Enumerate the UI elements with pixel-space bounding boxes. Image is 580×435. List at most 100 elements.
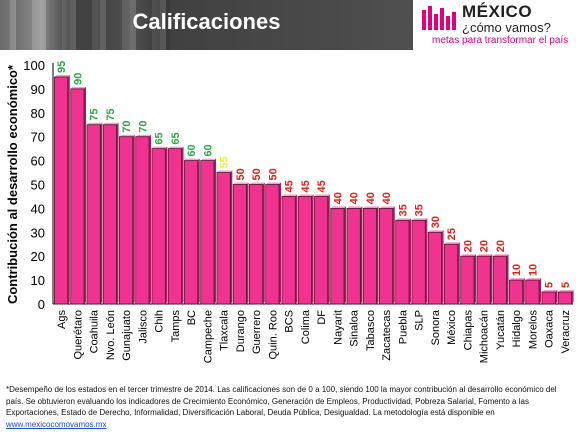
- x-tick-label: SLP: [414, 310, 426, 331]
- bar-side: [441, 230, 444, 304]
- bar: [249, 184, 264, 305]
- bar-top: [168, 146, 184, 149]
- bar-value-label: 55: [219, 156, 231, 168]
- bar-top: [363, 206, 379, 209]
- bar: [379, 207, 394, 305]
- bar-value-label: 45: [300, 180, 312, 192]
- bar-side: [262, 182, 265, 304]
- bar-value-label: 10: [511, 264, 523, 276]
- bar-side: [425, 218, 428, 304]
- bar-side: [84, 86, 87, 305]
- bar-top: [233, 182, 249, 185]
- x-tick-label: Zacatecas: [381, 310, 393, 361]
- bar-top: [54, 74, 70, 77]
- bar: [135, 136, 150, 305]
- footnote-text: *Desempeño de los estados en el tercer t…: [6, 385, 557, 417]
- x-tick-label: Querétaro: [72, 310, 84, 360]
- bar-value-label: 50: [251, 168, 263, 180]
- bar-top: [200, 158, 217, 161]
- bar-top: [493, 254, 509, 257]
- bar-top: [330, 206, 347, 209]
- x-tick-label: Hidalgo: [511, 310, 523, 347]
- bar: [427, 231, 442, 305]
- y-tick-label: 80: [31, 106, 45, 121]
- bar-side: [116, 122, 119, 304]
- bar: [232, 184, 247, 305]
- methodology-link[interactable]: www.mexicocomovamos.mx: [6, 419, 107, 429]
- x-tick-label: DF: [316, 310, 328, 325]
- bar: [184, 160, 199, 305]
- bar-value-label: 75: [89, 109, 101, 121]
- bar: [86, 124, 101, 305]
- bar-side: [409, 218, 412, 304]
- bar-side: [67, 74, 70, 304]
- bar-top: [265, 182, 282, 185]
- bar: [362, 207, 377, 305]
- bar-side: [457, 242, 460, 304]
- x-tick-label: México: [446, 310, 458, 345]
- x-tick-label: Chih: [154, 310, 166, 333]
- bar-side: [571, 290, 574, 304]
- bar: [330, 207, 345, 305]
- bar-top: [281, 194, 298, 197]
- ratings-bar-chart: Contribución al desarrollo económico* 0 10…: [5, 58, 574, 363]
- bar-top: [541, 290, 558, 293]
- x-tick-label: Sinaloa: [349, 309, 361, 347]
- x-tick-label: Sonora: [430, 309, 442, 345]
- x-tick-label: Coahuila: [89, 309, 101, 353]
- bar-side: [539, 278, 542, 304]
- x-tick-label: Morelos: [527, 310, 539, 350]
- y-axis-label: Contribución al desarrollo económico*: [5, 64, 20, 304]
- footnote: *Desempeño de los estados en el tercer t…: [6, 384, 576, 430]
- bar-top: [509, 278, 525, 281]
- bar-value-label: 95: [56, 61, 68, 73]
- bar-top: [428, 230, 444, 233]
- bar-side: [506, 254, 509, 304]
- x-tick-label: BC: [186, 310, 198, 325]
- bar: [411, 219, 426, 305]
- bar-top: [379, 206, 395, 209]
- bar-value-label: 40: [381, 192, 393, 204]
- bar-top: [70, 86, 87, 89]
- bar-side: [197, 158, 200, 304]
- x-tick-label: Tabasco: [365, 310, 377, 351]
- bar-side: [311, 194, 314, 304]
- bar-value-label: 50: [235, 168, 247, 180]
- x-tick-label: Nayarit: [332, 310, 344, 345]
- bar: [167, 148, 182, 305]
- x-tick-label: Nvo. León: [105, 310, 117, 360]
- bar: [541, 291, 556, 305]
- bar-side: [295, 194, 298, 304]
- y-tick-label: 20: [31, 249, 45, 264]
- y-tick-label: 10: [31, 273, 45, 288]
- bar-value-label: 20: [462, 240, 474, 252]
- bar-side: [214, 158, 217, 304]
- bar: [460, 255, 475, 305]
- x-tick-label: Oaxaca: [544, 309, 556, 348]
- header: Calificaciones MÉXICO ¿cómo vamos? metas…: [0, 0, 580, 50]
- bar: [70, 88, 85, 305]
- x-tick-label: Colima: [300, 309, 312, 344]
- x-tick-label: Durango: [235, 310, 247, 352]
- bar: [102, 124, 117, 305]
- bar-top: [346, 206, 363, 209]
- bar-top: [525, 278, 542, 281]
- y-tick-label: 40: [31, 201, 45, 216]
- x-tick-label: Guerrero: [251, 310, 263, 354]
- x-tick-label: Jalisco: [137, 310, 149, 344]
- bar-top: [216, 170, 233, 173]
- bar-value-label: 45: [284, 180, 296, 192]
- bar-top: [444, 242, 460, 245]
- bar-side: [376, 206, 379, 304]
- bar-side: [165, 146, 168, 304]
- bar-side: [327, 194, 330, 304]
- x-tick-label: Chiapas: [462, 310, 474, 351]
- bar-value-label: 45: [316, 180, 328, 192]
- x-tick-label: Ags: [56, 310, 68, 329]
- logo-word: MÉXICO: [462, 2, 533, 21]
- logo-tagline: metas para transformar el país: [432, 35, 569, 46]
- bar-side: [132, 134, 135, 304]
- x-tick-label: Campeche: [202, 310, 214, 363]
- bar-top: [249, 182, 265, 185]
- bar-side: [149, 134, 152, 304]
